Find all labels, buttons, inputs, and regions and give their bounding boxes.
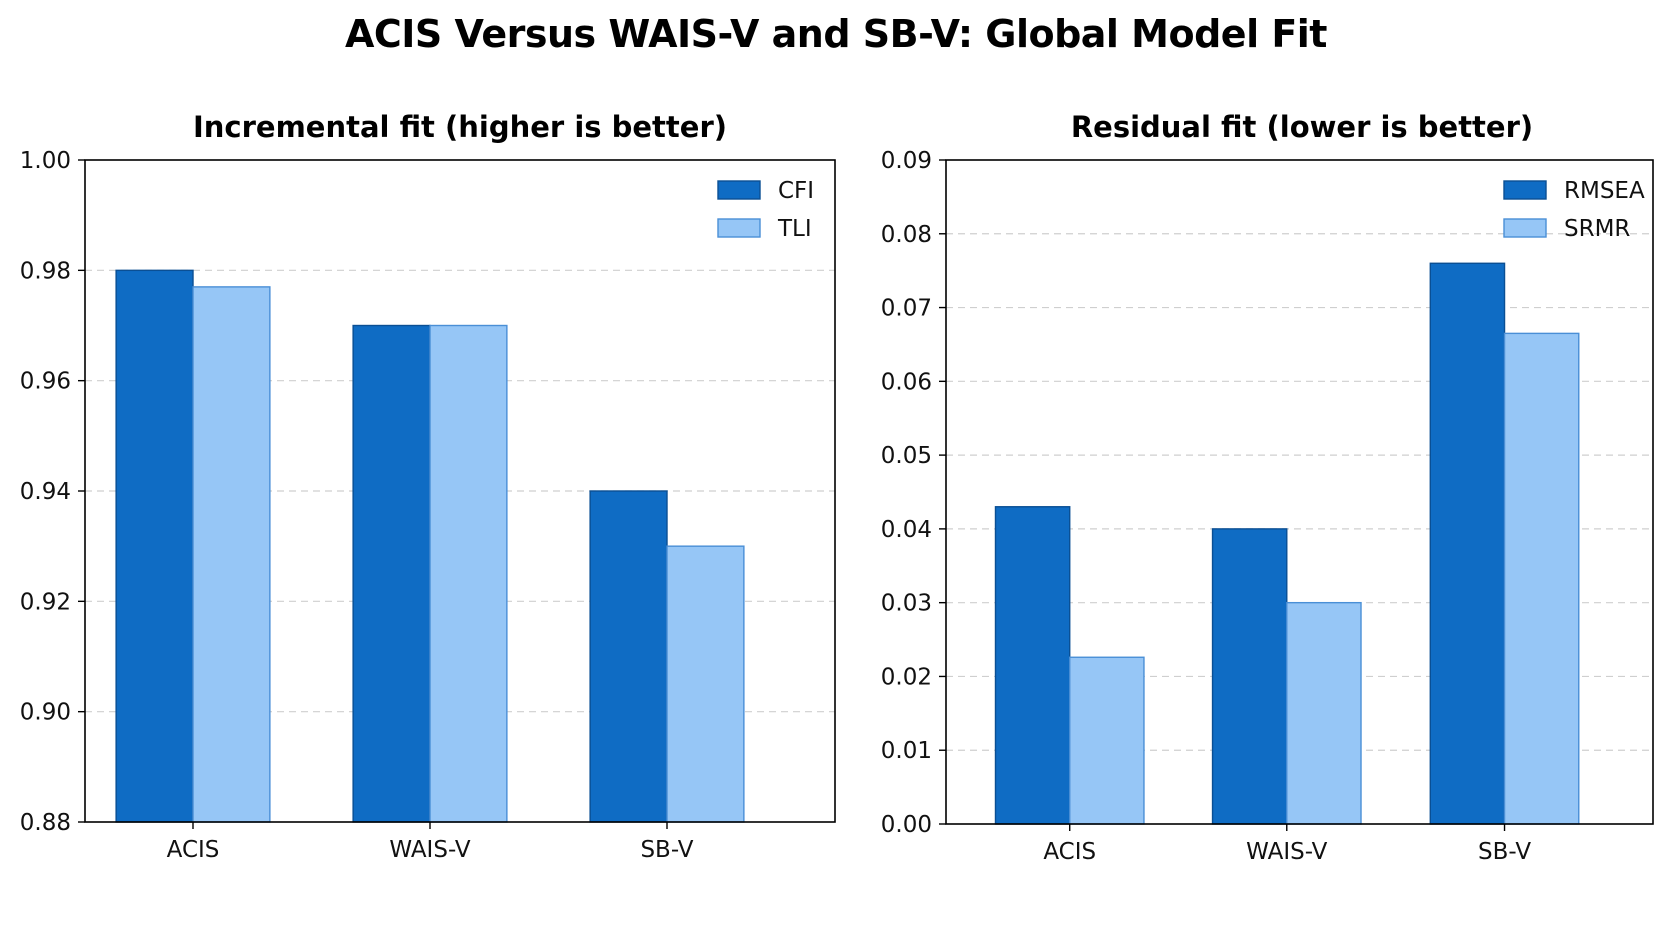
y-tick-label: 0.03 [881, 591, 932, 617]
y-tick-label: 0.00 [881, 812, 932, 838]
x-tick-label: ACIS [1043, 839, 1096, 865]
bar-srmr-wais-v [1286, 601, 1362, 825]
y-tick-label: 0.08 [881, 222, 932, 248]
plot-frame [84, 159, 836, 823]
legend-swatch-cfi [717, 180, 761, 200]
y-tick-label: 0.90 [20, 700, 71, 726]
x-tick-label: WAIS-V [1246, 839, 1328, 865]
bar-tli-wais-v [429, 324, 508, 823]
bar-cfi-sb-v [589, 490, 668, 823]
bar-rmsea-sb-v [1429, 262, 1506, 825]
bar-cfi-wais-v [352, 324, 431, 823]
y-tick-label: 0.92 [20, 589, 71, 615]
bar-srmr-sb-v [1503, 332, 1580, 825]
bar-cfi-acis [115, 269, 194, 823]
y-tick-label: 0.02 [881, 664, 932, 690]
y-tick-label: 0.06 [881, 369, 932, 395]
plot-frame [945, 159, 1654, 825]
figure-title: ACIS Versus WAIS-V and SB-V: Global Mode… [345, 12, 1327, 56]
x-tick-label: ACIS [167, 837, 220, 863]
bar-srmr-acis [1069, 656, 1145, 825]
legend-swatch-rmsea [1503, 180, 1547, 200]
x-tick-label: WAIS-V [389, 837, 471, 863]
bar-tli-sb-v [666, 545, 745, 823]
y-tick-label: 0.96 [20, 369, 71, 395]
legend-label-rmsea: RMSEA [1564, 178, 1645, 204]
y-tick-label: 0.04 [881, 517, 932, 543]
legend-label-srmr: SRMR [1564, 216, 1630, 242]
y-tick-label: 0.05 [881, 443, 932, 469]
y-tick-label: 1.00 [20, 148, 71, 174]
bar-rmsea-wais-v [1211, 528, 1288, 825]
legend-swatch-tli [717, 218, 761, 238]
y-tick-label: 0.09 [881, 148, 932, 174]
chart-title: Incremental fit (higher is better) [193, 110, 727, 144]
x-tick-label: SB-V [640, 837, 693, 863]
y-tick-label: 0.88 [20, 810, 71, 836]
x-tick-label: SB-V [1478, 839, 1531, 865]
chart-title: Residual fit (lower is better) [1071, 110, 1533, 144]
legend-label-tli: TLI [777, 216, 812, 242]
y-tick-label: 0.01 [881, 738, 932, 764]
y-tick-label: 0.98 [20, 258, 71, 284]
y-tick-label: 0.07 [881, 296, 932, 322]
bar-rmsea-acis [994, 506, 1071, 825]
y-tick-label: 0.94 [20, 479, 71, 505]
chart-panel-2: Residual fit (lower is better) 0.00 0.01 0.… [881, 110, 1654, 865]
legend-swatch-srmr [1503, 218, 1547, 238]
chart-panel-1: Incremental fit (higher is better) 0.88 0.… [20, 110, 836, 863]
bar-tli-acis [192, 286, 271, 823]
legend-label-cfi: CFI [778, 178, 814, 204]
